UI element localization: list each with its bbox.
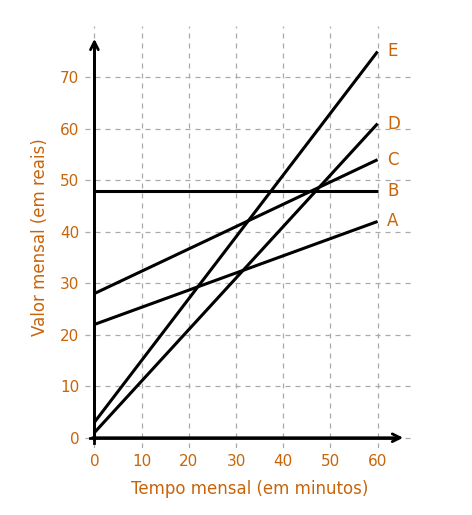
X-axis label: Tempo mensal (em minutos): Tempo mensal (em minutos) (132, 479, 369, 497)
Text: E: E (387, 43, 397, 60)
Text: D: D (387, 115, 400, 132)
Y-axis label: Valor mensal (em reais): Valor mensal (em reais) (31, 138, 49, 336)
Text: A: A (387, 213, 398, 230)
Text: C: C (387, 151, 398, 168)
Text: B: B (387, 182, 398, 199)
